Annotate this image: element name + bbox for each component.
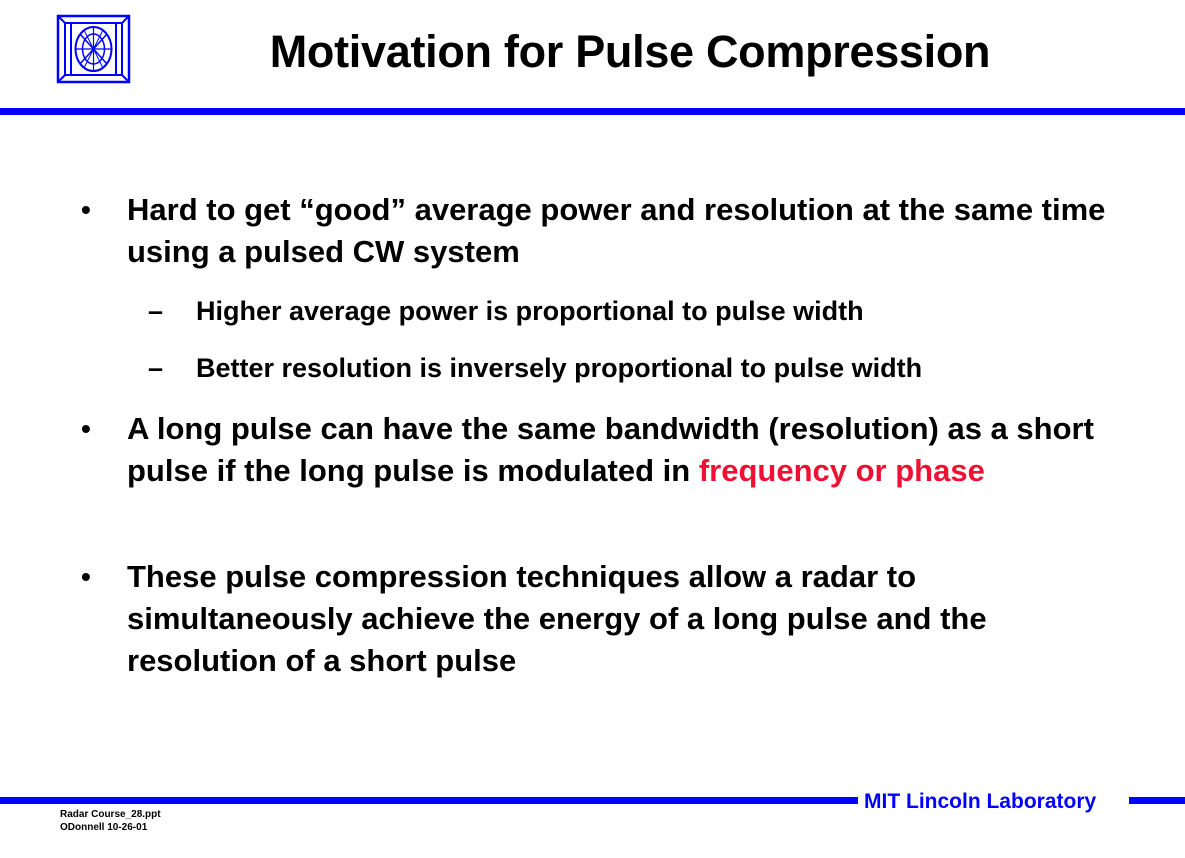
footer-author-date: ODonnell 10-26-01 xyxy=(60,822,148,833)
bullet-dot-icon: • xyxy=(81,194,91,225)
title-divider xyxy=(0,108,1185,115)
bullet-text: Hard to get “good” average power and res… xyxy=(127,192,1106,269)
bullet-text: These pulse compression techniques allow… xyxy=(127,559,987,678)
sub-bullet-text: Higher average power is proportional to … xyxy=(196,296,864,326)
highlighted-text: frequency or phase xyxy=(698,453,985,488)
slide-title: Motivation for Pulse Compression xyxy=(269,26,991,77)
footer-divider-right xyxy=(1129,797,1185,804)
bullet-item: • These pulse compression techniques all… xyxy=(81,556,1127,682)
dash-icon: – xyxy=(148,296,164,326)
sub-bullet-item: – Higher average power is proportional t… xyxy=(148,294,1156,328)
mit-lincoln-laboratory-logo xyxy=(56,14,131,84)
bullet-item: • Hard to get “good” average power and r… xyxy=(81,189,1127,273)
bullet-dot-icon: • xyxy=(81,561,91,592)
footer-file-name: Radar Course_28.ppt xyxy=(60,809,161,820)
lab-name: MIT Lincoln Laboratory xyxy=(864,790,1097,813)
bullet-text: A long pulse can have the same bandwidth… xyxy=(127,411,1094,488)
footer-divider-left xyxy=(0,797,858,804)
sub-bullet-text: Better resolution is inversely proportio… xyxy=(196,353,923,383)
bullet-item: • A long pulse can have the same bandwid… xyxy=(81,408,1127,492)
sub-bullet-item: – Better resolution is inversely proport… xyxy=(148,351,1156,385)
dash-icon: – xyxy=(148,353,164,383)
bullet-dot-icon: • xyxy=(81,413,91,444)
